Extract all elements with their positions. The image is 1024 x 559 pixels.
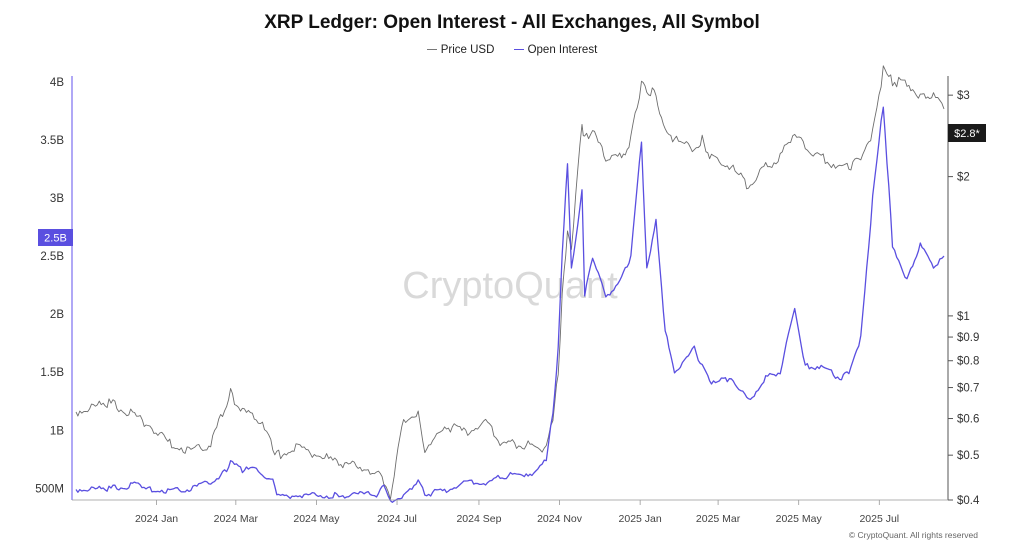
right-tick-label: $0.6 (957, 414, 979, 426)
x-tick-label: 2024 Sep (456, 513, 501, 525)
right-tick-label: $3 (957, 90, 970, 102)
current-open-interest-label: 2.5B (44, 233, 67, 245)
left-tick-label: 500M (35, 483, 64, 495)
current-price-badge: $2.8* (948, 124, 986, 142)
x-axis-ticks: 2024 Jan 2024 Mar 2024 May 2024 Jul 2024 Sep… (135, 500, 899, 525)
legend-item-open-interest[interactable]: Open Interest (513, 44, 598, 56)
open-interest-line (75, 106, 945, 503)
x-tick-label: 2024 Nov (537, 513, 583, 525)
legend-label-price: Price USD (440, 44, 495, 56)
price-line (75, 65, 945, 500)
left-tick-label: 1B (50, 425, 64, 437)
left-tick-label: 2.5B (40, 251, 64, 263)
left-tick-label: 4B (50, 77, 64, 89)
left-tick-label: 3.5B (40, 135, 64, 147)
left-tick-label: 1.5B (40, 367, 64, 379)
current-open-interest-badge: 2.5B (38, 229, 73, 246)
left-tick-label: 2B (50, 309, 64, 321)
x-tick-label: 2025 May (776, 513, 823, 525)
x-tick-label: 2025 Mar (696, 513, 741, 525)
legend-swatch-open-interest (513, 49, 524, 51)
left-tick-label: 3B (50, 193, 64, 205)
plot-area (75, 65, 945, 503)
right-tick-label: $0.9 (957, 332, 979, 344)
legend-swatch-price (426, 49, 437, 51)
x-tick-label: 2025 Jul (859, 513, 899, 525)
legend: Price USD Open Interest (0, 44, 1024, 56)
x-tick-label: 2024 Mar (214, 513, 259, 525)
x-tick-label: 2024 Jan (135, 513, 178, 525)
right-tick-label: $0.4 (957, 495, 980, 507)
legend-label-open-interest: Open Interest (527, 44, 598, 56)
right-tick-label: $2 (957, 172, 970, 184)
current-open-interest-badge-bg (38, 229, 73, 246)
chart-title: XRP Ledger: Open Interest - All Exchange… (264, 12, 760, 33)
legend-item-price[interactable]: Price USD (426, 44, 495, 56)
watermark: CryptoQuant (402, 265, 618, 307)
x-tick-label: 2025 Jan (619, 513, 662, 525)
current-price-badge-bg (948, 124, 986, 142)
right-axis-ticks: $0.4 $0.5 $0.6 $0.7 $0.8 $0.9 $1 $2 $3 (948, 90, 980, 507)
right-tick-label: $0.5 (957, 450, 979, 462)
footer-copyright: © CryptoQuant. All rights reserved (849, 530, 978, 540)
right-tick-label: $0.7 (957, 383, 979, 395)
x-tick-label: 2024 May (293, 513, 340, 525)
right-tick-label: $0.8 (957, 356, 979, 368)
right-tick-label: $1 (957, 311, 970, 323)
x-tick-label: 2024 Jul (377, 513, 417, 525)
left-axis-ticks: 500M 1B 1.5B 2B 2.5B 3B 3.5B 4B (35, 77, 64, 496)
current-price-label: $2.8* (954, 128, 980, 140)
